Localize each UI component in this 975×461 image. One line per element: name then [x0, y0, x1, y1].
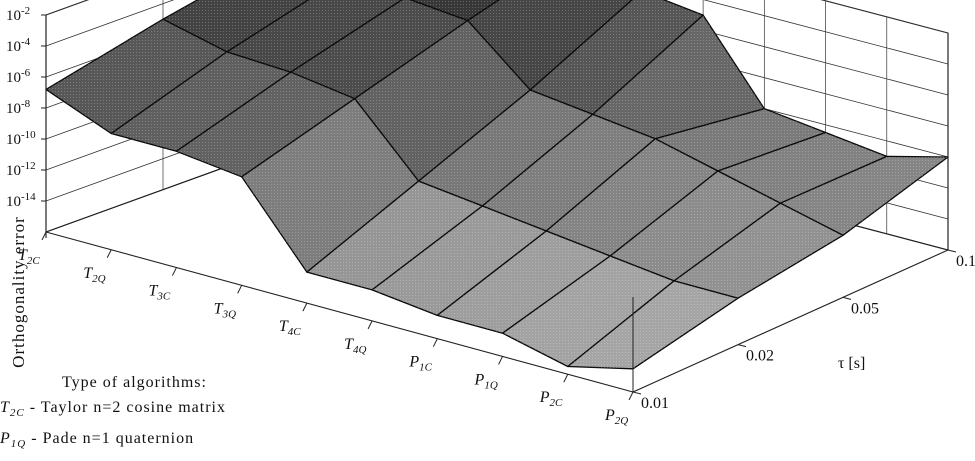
- z-tick-label: 10-14: [6, 191, 36, 210]
- x-tick-label: T3Q: [214, 300, 236, 320]
- legend-symbol: P1Q: [0, 430, 27, 451]
- x-tick-mark: [171, 267, 177, 276]
- x-tick-label: T4Q: [344, 336, 366, 356]
- x-tick-mark: [563, 373, 569, 383]
- x-tick-mark: [367, 320, 373, 330]
- surface-texture: [306, 181, 483, 290]
- surface-texture: [176, 72, 355, 177]
- grid-line: [703, 0, 949, 65]
- surface-texture: [592, 15, 765, 139]
- z-tick-label: 10-4: [6, 36, 31, 55]
- surface-texture: [354, 20, 531, 182]
- surface-texture: [467, 0, 632, 90]
- surface-texture: [290, 0, 468, 99]
- tau-tick-mark: [632, 391, 642, 395]
- surface-mesh: [45, 0, 949, 370]
- x-tick-mark: [628, 391, 634, 401]
- x-tick-label: P1C: [408, 354, 432, 374]
- legend-title: Type of algorithms:: [62, 374, 207, 391]
- grid-line: [45, 0, 175, 47]
- x-tick-label: T4C: [279, 318, 301, 338]
- x-tick-label: T2C: [18, 247, 40, 267]
- z-axis-label: Orthogonality error: [9, 216, 28, 368]
- legend-text: - Pade n=1 quaternion: [26, 430, 195, 448]
- tau-tick-label: 0.01: [641, 395, 669, 412]
- surface-texture: [163, 0, 309, 52]
- grid-line: [821, 0, 949, 34]
- surface-texture: [655, 108, 826, 171]
- z-tick-label: 10-6: [6, 67, 31, 86]
- legend-item-t2c: T2C - Taylor n=2 cosine matrix: [0, 395, 226, 426]
- x-tick-mark: [237, 285, 243, 294]
- surface-texture: [372, 206, 547, 316]
- surface-texture: [610, 171, 781, 281]
- tau-tick-mark: [842, 296, 852, 300]
- x-tick-mark: [41, 231, 47, 241]
- surface-texture: [717, 132, 887, 204]
- tau-tick-label: 0.05: [851, 300, 879, 317]
- x-tick-mark: [302, 302, 308, 312]
- surface-texture: [46, 19, 227, 134]
- z-axis-ticks: 10-2 10-4 10-6 10-8 10-10 10-12 10-14: [6, 5, 46, 210]
- surface-texture: [241, 98, 419, 273]
- x-tick-mark: [106, 249, 112, 259]
- legend-text: - Taylor n=2 cosine matrix: [24, 399, 226, 416]
- surface-texture: [502, 256, 675, 367]
- z-tick-label: 10-8: [6, 98, 31, 117]
- tau-tick-mark: [737, 344, 747, 348]
- x-tick-mark: [432, 338, 438, 347]
- y-axis-label: τ [s]: [838, 355, 865, 372]
- x-axis-ticks: T2C T2Q T3C T3Q T4C T4Q P1C P1Q P2C P2Q: [18, 231, 634, 427]
- surface-texture: [411, 0, 499, 21]
- surface-texture: [567, 280, 738, 369]
- surface-texture: [226, 0, 402, 73]
- surface-texture: [111, 51, 291, 152]
- surface-texture: [418, 90, 593, 206]
- x-tick-mark: [498, 356, 504, 365]
- surface-texture: [530, 0, 704, 115]
- x-tick-label: P2Q: [604, 407, 628, 427]
- tau-tick-label: 0.02: [746, 348, 774, 365]
- x-tick-label: T3C: [148, 283, 170, 303]
- surface-texture: [482, 114, 656, 231]
- tau-tick-label: 0.1: [956, 253, 975, 270]
- y-axis-ticks: 0.01 0.02 0.05 0.1: [632, 249, 975, 412]
- z-tick-label: 10-2: [6, 5, 30, 24]
- x-axis-line: [45, 231, 634, 393]
- x-tick-label: P1Q: [474, 371, 498, 391]
- z-tick-label: 10-12: [6, 160, 36, 179]
- z-tick-label: 10-10: [6, 129, 36, 148]
- algorithm-legend: Type of algorithms: T2C - Taylor n=2 cos…: [0, 370, 226, 457]
- surface-texture: [674, 203, 843, 299]
- legend-item-p1q: P1Q - Pade n=1 quaternion: [0, 426, 226, 457]
- legend-symbol: T2C: [0, 399, 25, 420]
- surface-texture: [546, 138, 718, 256]
- surface-texture: [437, 231, 611, 334]
- x-tick-label: T2Q: [83, 265, 105, 285]
- y-axis-line: [632, 249, 949, 393]
- surface-texture: [780, 156, 948, 236]
- x-tick-label: P2C: [539, 389, 563, 409]
- tau-tick-mark: [947, 249, 957, 253]
